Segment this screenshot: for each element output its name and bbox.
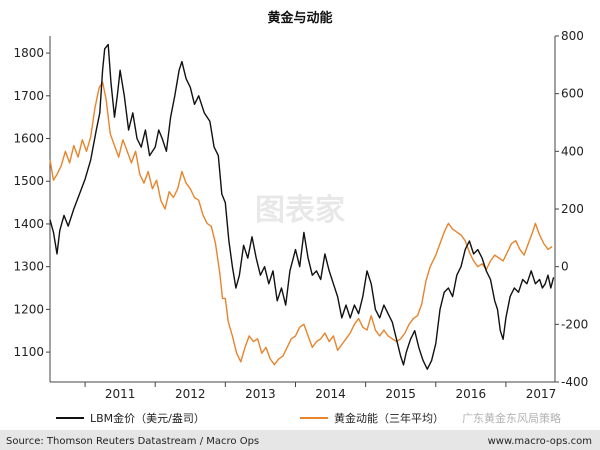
series-line-gold-price [49,43,555,370]
x-tick-label: 2011 [105,387,136,401]
legend-label-momentum: 黄金动能（三年平均） [334,411,444,425]
left-tick-label: 1400 [13,217,44,231]
x-tick-label: 2017 [526,387,557,401]
x-tick-label: 2012 [175,387,206,401]
x-tick-label: 2013 [245,387,276,401]
right-tick-label: 400 [561,144,584,158]
right-tick-label: 0 [561,260,569,274]
source-text: Source: Thomson Reuters Datastream / Mac… [6,436,259,447]
left-tick-label: 1700 [13,89,44,103]
legend-label-gold-price: LBM金价（美元/盎司） [90,411,205,425]
left-tick-label: 1100 [13,345,44,359]
chart-title: 黄金与动能 [267,10,332,26]
right-tick-label: 800 [561,29,584,43]
right-tick-label: 200 [561,202,584,216]
left-tick-label: 1800 [13,46,44,60]
right-tick-label: -400 [561,375,588,389]
watermark-center: 图表家 [255,193,345,228]
footer-bar [0,430,600,450]
watermark-wechat: 广东黄金东风局策略 [462,411,561,425]
x-tick-label: 2014 [315,387,346,401]
left-tick-label: 1200 [13,302,44,316]
left-tick-label: 1600 [13,132,44,146]
left-tick-label: 1300 [13,260,44,274]
x-tick-label: 2016 [456,387,487,401]
x-tick-label: 2015 [385,387,416,401]
right-tick-label: 600 [561,87,584,101]
footer-url: www.macro-ops.com [488,436,592,447]
left-axis: 1100 1200 1300 1400 1500 1600 1700 1800 [13,46,50,359]
x-axis: 2011 2012 2013 2014 2015 2016 2017 [84,382,557,401]
series-layer [49,43,555,370]
series-line-momentum [49,81,553,366]
legend: LBM金价（美元/盎司） 黄金动能（三年平均） [56,411,444,425]
left-tick-label: 1500 [13,174,44,188]
right-tick-label: -200 [561,317,588,331]
right-axis: -400 -200 0 200 400 600 800 [555,29,588,389]
